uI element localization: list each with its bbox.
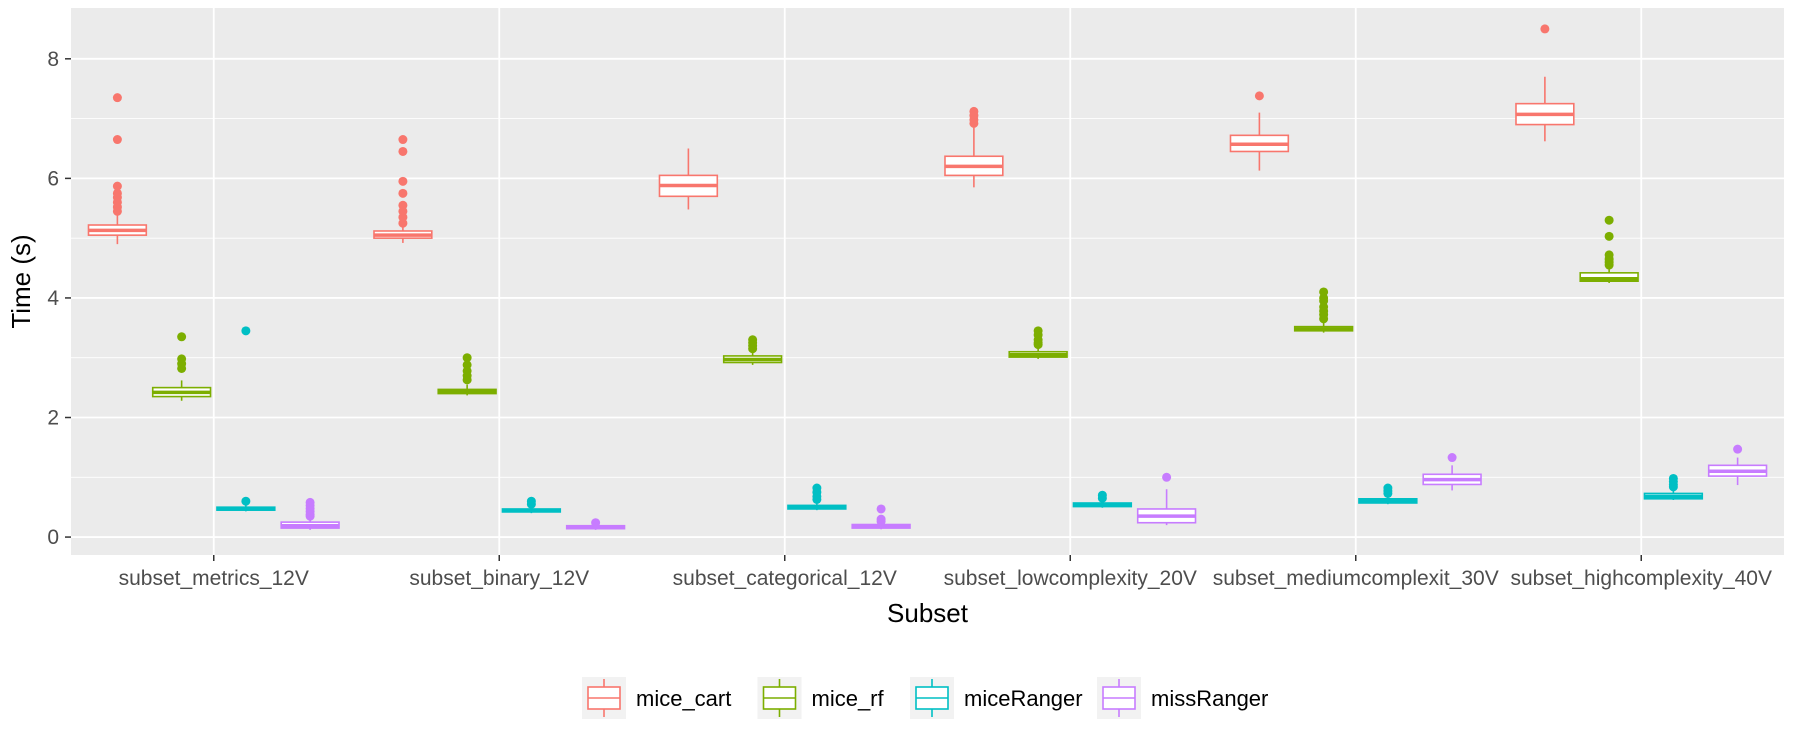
outlier-point: [876, 504, 886, 514]
outlier-point: [112, 181, 122, 191]
box-miceRanger-subset_lowcomplexity_20V: [1072, 490, 1133, 508]
outlier-point: [398, 146, 408, 156]
outlier-point: [1033, 340, 1043, 350]
y-tick-label: 6: [47, 167, 59, 190]
outlier-point: [1097, 493, 1107, 503]
outlier-point: [398, 188, 408, 198]
outlier-point: [1162, 472, 1172, 482]
legend-label: mice_cart: [636, 686, 731, 711]
box-missRanger-subset_metrics_12V: [280, 497, 340, 530]
legend-item-missRanger: missRanger: [1097, 677, 1268, 719]
axes-layer: 0 2 4 6 8 subset_metrics_12V subset_binary_12V…: [47, 48, 1772, 590]
plot-panel: [71, 8, 1784, 555]
outlier-point: [591, 518, 601, 528]
box-mice_cart-subset_binary_12V: [373, 135, 433, 243]
outlier-point: [241, 326, 251, 336]
outlier-point: [305, 511, 315, 521]
y-tick-label: 8: [47, 48, 59, 71]
outlier-point: [876, 517, 886, 527]
outlier-point: [1604, 231, 1614, 241]
box-mice_cart-subset_categorical_12V: [658, 148, 719, 210]
series-mice_cart: [87, 24, 1575, 245]
box-mice_cart-subset_mediumcomplexit_30V: [1229, 91, 1290, 171]
outlier-point: [112, 206, 122, 216]
boxes-layer: [87, 24, 1768, 530]
outlier-point: [1540, 24, 1550, 34]
legend-item-mice_rf: mice_rf: [757, 677, 885, 719]
box-mice_rf-subset_mediumcomplexit_30V: [1293, 287, 1354, 333]
box-missRanger-subset_highcomplexity_40V: [1707, 444, 1768, 486]
box-miceRanger-subset_categorical_12V: [787, 483, 847, 511]
series-missRanger: [280, 444, 1768, 530]
box-missRanger-subset_mediumcomplexit_30V: [1422, 453, 1482, 491]
series-mice_rf: [151, 215, 1639, 401]
box-mice_rf-subset_binary_12V: [437, 353, 497, 396]
box-mice_rf-subset_highcomplexity_40V: [1579, 215, 1639, 283]
outlier-point: [112, 93, 122, 103]
box-body: [1579, 272, 1639, 283]
outlier-point: [112, 135, 122, 145]
x-tick-label: subset_mediumcomplexit_30V: [1213, 567, 1499, 590]
box-miceRanger-subset_metrics_12V: [216, 326, 276, 512]
y-tick-label: 2: [47, 407, 59, 430]
legend-item-miceRanger: miceRanger: [910, 677, 1083, 719]
legend-label: miceRanger: [964, 686, 1083, 711]
x-tick-label: subset_lowcomplexity_20V: [944, 567, 1197, 590]
box-mice_rf-subset_lowcomplexity_20V: [1008, 326, 1068, 359]
box-mice_cart-subset_metrics_12V: [87, 93, 148, 245]
x-tick-label: subset_highcomplexity_40V: [1511, 567, 1773, 590]
outlier-point: [398, 218, 408, 228]
legend: mice_cart mice_rf miceRanger missRanger: [582, 677, 1268, 719]
outlier-point: [1447, 453, 1457, 463]
outlier-point: [1254, 91, 1264, 101]
x-tick-label: subset_binary_12V: [409, 567, 589, 590]
outlier-point: [398, 176, 408, 186]
outlier-point: [969, 118, 979, 128]
grid-lines: [71, 8, 1784, 555]
outlier-point: [241, 496, 251, 506]
outlier-point: [462, 375, 472, 385]
box-missRanger-subset_binary_12V: [565, 518, 626, 530]
y-axis-title: Time (s): [6, 234, 36, 328]
outlier-point: [177, 332, 187, 342]
box-missRanger-subset_lowcomplexity_20V: [1136, 472, 1197, 526]
outlier-point: [526, 499, 536, 509]
x-tick-label: subset_categorical_12V: [673, 567, 897, 590]
outlier-point: [398, 135, 408, 145]
y-tick-label: 4: [47, 287, 59, 310]
outlier-point: [177, 363, 187, 373]
legend-label: missRanger: [1151, 686, 1268, 711]
outlier-point: [748, 344, 758, 354]
box-mice_cart-subset_lowcomplexity_20V: [944, 106, 1004, 188]
box-miceRanger-subset_highcomplexity_40V: [1643, 473, 1704, 501]
outlier-point: [1604, 260, 1614, 270]
box-miceRanger-subset_mediumcomplexit_30V: [1358, 483, 1418, 505]
x-tick-label: subset_metrics_12V: [119, 567, 309, 590]
outlier-point: [1319, 314, 1329, 324]
outlier-point: [1604, 215, 1614, 225]
series-miceRanger: [216, 326, 1704, 514]
y-tick-label: 0: [47, 526, 59, 549]
box-mice_rf-subset_metrics_12V: [151, 332, 212, 401]
outlier-point: [812, 494, 822, 504]
x-axis-title: Subset: [887, 598, 969, 628]
outlier-point: [1668, 482, 1678, 492]
box-miceRanger-subset_binary_12V: [501, 496, 562, 514]
outlier-point: [462, 353, 472, 363]
legend-label: mice_rf: [812, 686, 885, 711]
legend-item-mice_cart: mice_cart: [582, 677, 731, 719]
box-missRanger-subset_categorical_12V: [851, 504, 911, 530]
outlier-point: [1383, 488, 1393, 498]
outlier-point: [1733, 444, 1743, 454]
box-mice_cart-subset_highcomplexity_40V: [1515, 24, 1575, 142]
box-mice_rf-subset_categorical_12V: [722, 335, 783, 365]
